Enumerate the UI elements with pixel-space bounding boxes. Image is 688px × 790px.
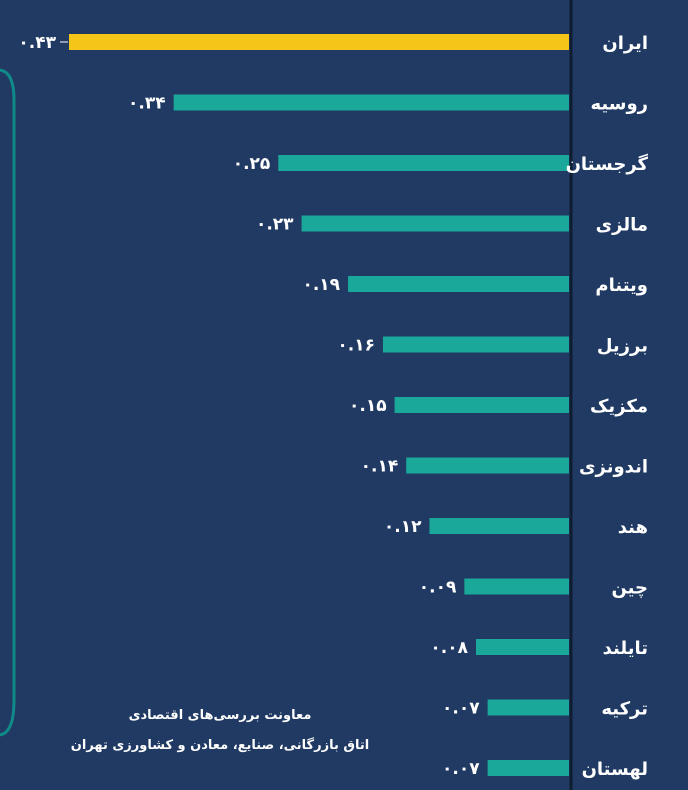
category-label: ایران bbox=[602, 33, 648, 54]
value-label: ۰.۱۹ bbox=[302, 275, 340, 295]
category-label: مالزی bbox=[596, 215, 648, 236]
value-label: ۰.۰۷ bbox=[442, 759, 480, 779]
bar bbox=[278, 155, 569, 171]
side-panel bbox=[0, 68, 16, 737]
category-label: گرجستان bbox=[566, 153, 649, 175]
category-label: هند bbox=[618, 517, 648, 538]
value-label: ۰.۰۹ bbox=[419, 578, 457, 598]
value-label: ۰.۳۴ bbox=[128, 94, 166, 114]
bar bbox=[487, 699, 569, 716]
value-label: ۰.۴۳ bbox=[18, 33, 56, 53]
category-label: اندونزی bbox=[579, 457, 648, 478]
bar bbox=[173, 94, 569, 111]
category-label: ترکیه bbox=[601, 699, 648, 720]
value-label: ۰.۱۶ bbox=[337, 336, 375, 356]
bar bbox=[429, 518, 569, 534]
bar bbox=[487, 760, 569, 776]
value-label: ۰.۰۷ bbox=[442, 699, 480, 719]
category-label: لهستان bbox=[582, 759, 648, 780]
credit-line-1: معاونت بررسی‌های اقتصادی bbox=[128, 708, 312, 723]
bar bbox=[348, 276, 569, 292]
value-label: ۰.۲۵ bbox=[233, 154, 271, 174]
value-label: ۰.۱۴ bbox=[361, 457, 399, 477]
bar bbox=[464, 578, 569, 595]
category-label: ویتنام bbox=[595, 275, 648, 296]
value-label: ۰.۲۳ bbox=[256, 215, 294, 235]
bar bbox=[301, 215, 569, 232]
category-label: تایلند bbox=[603, 638, 648, 659]
category-label: روسیه bbox=[590, 94, 648, 115]
bar bbox=[475, 639, 569, 655]
category-label: چین bbox=[611, 578, 648, 599]
value-label: ۰.۰۸ bbox=[430, 638, 468, 658]
value-label: ۰.۱۲ bbox=[384, 517, 422, 537]
credit-line-2: اتاق بازرگانی، صنایع، معادن و کشاورزی ته… bbox=[70, 738, 370, 753]
bar bbox=[394, 397, 569, 413]
value-label: ۰.۱۵ bbox=[349, 396, 387, 416]
bar bbox=[382, 336, 569, 353]
bar bbox=[69, 34, 569, 50]
bar bbox=[406, 457, 569, 474]
category-label: برزیل bbox=[597, 336, 648, 357]
category-label: مکزیک bbox=[590, 396, 648, 417]
